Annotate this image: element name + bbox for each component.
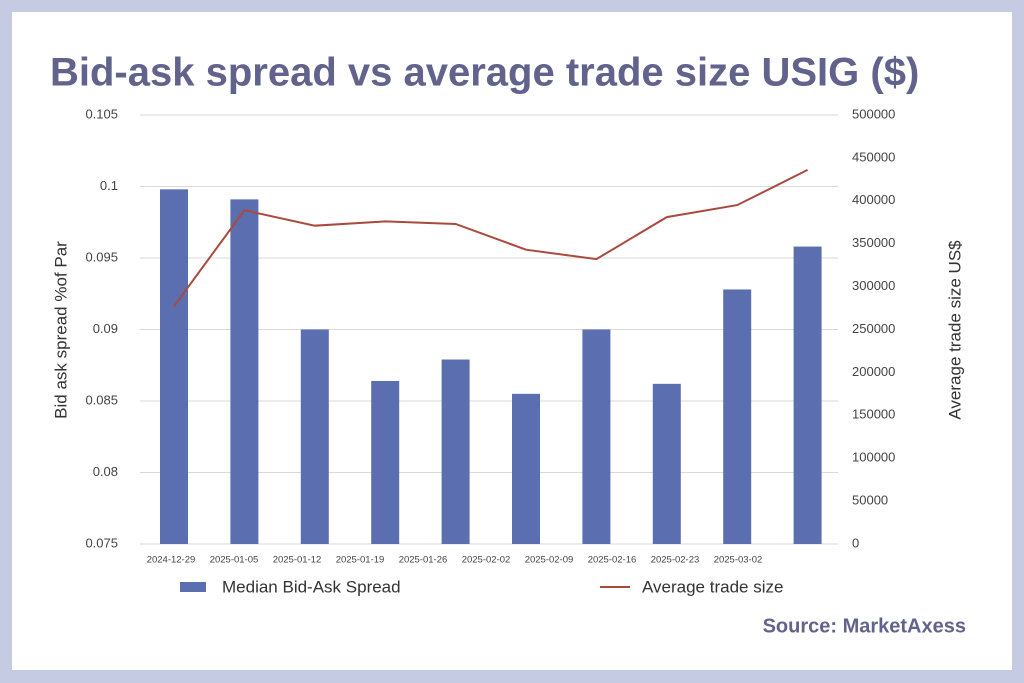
y-axis-title: Bid ask spread %of Par	[51, 241, 70, 419]
x-tick-label: 2025-02-23	[651, 555, 700, 566]
y2-tick-label: 450000	[852, 149, 895, 164]
y2-tick-label: 400000	[852, 192, 895, 207]
bar	[300, 329, 329, 544]
y2-tick-label: 50000	[852, 493, 888, 508]
bar	[512, 393, 540, 544]
y2-tick-label: 0	[852, 535, 859, 550]
source: Source: MarketAxess	[763, 615, 966, 637]
x-tick-label: 2025-02-09	[525, 555, 574, 566]
x-tick-label: 2025-03-02	[714, 555, 763, 566]
legend-swatch	[180, 582, 206, 592]
y-tick-label: 0.09	[93, 321, 118, 336]
y-tick-label: 0.1	[100, 178, 118, 193]
y2-tick-label: 500000	[852, 106, 895, 121]
bar	[371, 380, 400, 544]
bar	[582, 329, 611, 544]
x-tick-label: 2025-01-26	[399, 555, 448, 566]
bar	[441, 359, 470, 544]
x-tick-label: 2025-02-16	[588, 555, 637, 566]
line	[173, 169, 809, 307]
bar	[230, 199, 259, 544]
bar	[652, 383, 681, 544]
y-tick-label: 0.085	[85, 392, 118, 407]
y2-tick-label: 150000	[852, 407, 895, 422]
y-tick-label: 0.105	[85, 106, 118, 121]
y-tick-label: 0.095	[85, 249, 118, 264]
y2-tick-label: 350000	[852, 235, 895, 250]
chart-title: Bid-ask spread vs average trade size USI…	[50, 51, 919, 95]
y2-tick-label: 100000	[852, 450, 895, 465]
x-tick-label: 2025-01-19	[336, 555, 385, 566]
y2-tick-label: 250000	[852, 321, 895, 336]
y-tick-label: 0.08	[93, 464, 118, 479]
bar	[793, 246, 822, 544]
x-tick-label: 2024-12-29	[147, 555, 196, 566]
bar	[160, 189, 188, 545]
x-tick-label: 2025-01-05	[210, 555, 259, 566]
legend-label: Average trade size	[642, 577, 783, 596]
y2-tick-label: 200000	[852, 364, 895, 379]
y2-tick-label: 300000	[852, 278, 895, 293]
legend-label: Median Bid-Ask Spread	[222, 577, 401, 596]
x-tick-label: 2025-02-02	[462, 555, 511, 566]
y-tick-label: 0.075	[85, 535, 118, 550]
x-tick-label: 2025-01-12	[273, 555, 322, 566]
bar	[723, 289, 752, 544]
y2-axis-title: Average trade size US$	[945, 240, 964, 420]
